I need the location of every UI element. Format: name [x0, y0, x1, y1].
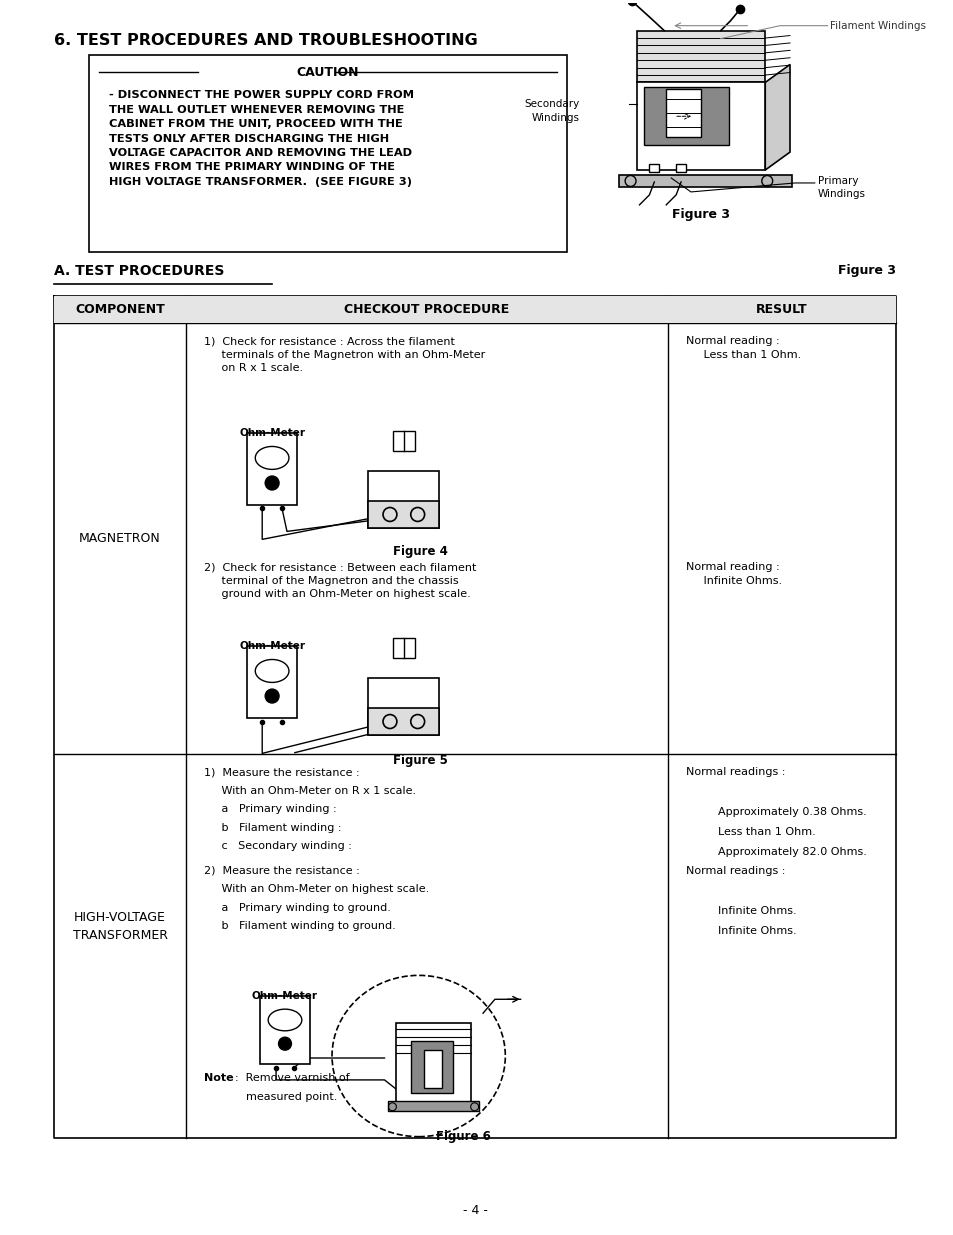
Text: 1)  Check for resistance : Across the filament
     terminals of the Magnetron w: 1) Check for resistance : Across the fil… [204, 336, 484, 373]
Text: A. TEST PROCEDURES: A. TEST PROCEDURES [54, 263, 224, 278]
Circle shape [278, 1037, 291, 1050]
Text: Note: Note [204, 1073, 233, 1083]
Text: Figure 4: Figure 4 [393, 546, 448, 558]
Bar [393, 638, 415, 658]
Text: measured point.: measured point. [204, 1092, 336, 1103]
Bar [644, 88, 728, 146]
Text: 2)  Check for resistance : Between each filament
     terminal of the Magnetron : 2) Check for resistance : Between each f… [204, 562, 476, 599]
Text: Ohm-Meter: Ohm-Meter [239, 641, 305, 651]
Bar [247, 432, 296, 505]
Bar [676, 164, 685, 172]
Ellipse shape [268, 1009, 301, 1031]
Bar [368, 471, 439, 529]
Text: Figure 5: Figure 5 [393, 755, 448, 767]
Text: c   Secondary winding :: c Secondary winding : [204, 841, 352, 851]
Bar [89, 54, 567, 252]
Bar [396, 1023, 470, 1103]
Circle shape [265, 689, 279, 703]
Bar [388, 1100, 478, 1110]
Text: Approximately 0.38 Ohms.: Approximately 0.38 Ohms. [717, 808, 865, 818]
Text: 1)  Measure the resistance :: 1) Measure the resistance : [204, 767, 359, 777]
Bar [368, 500, 439, 529]
Text: Normal reading :
     Infinite Ohms.: Normal reading : Infinite Ohms. [685, 562, 781, 585]
Text: 6. TEST PROCEDURES AND TROUBLESHOOTING: 6. TEST PROCEDURES AND TROUBLESHOOTING [54, 32, 477, 48]
Text: Less than 1 Ohm.: Less than 1 Ohm. [717, 827, 815, 837]
Text: Filament Windings: Filament Windings [829, 21, 924, 31]
Polygon shape [764, 64, 789, 170]
Text: Secondary
Windings: Secondary Windings [524, 99, 579, 122]
Text: CAUTION: CAUTION [296, 65, 359, 79]
Bar [618, 175, 791, 186]
Text: Ohm-Meter: Ohm-Meter [239, 427, 305, 438]
Bar [665, 89, 700, 137]
Text: Infinite Ohms.: Infinite Ohms. [717, 925, 796, 936]
Text: 2)  Measure the resistance :: 2) Measure the resistance : [204, 866, 359, 876]
Ellipse shape [255, 447, 289, 469]
Text: Figure 3: Figure 3 [671, 207, 729, 221]
Text: a   Primary winding :: a Primary winding : [204, 804, 336, 814]
Text: Normal reading :
     Less than 1 Ohm.: Normal reading : Less than 1 Ohm. [685, 336, 801, 359]
Text: Figure 3: Figure 3 [837, 263, 895, 277]
Text: CHECKOUT PROCEDURE: CHECKOUT PROCEDURE [344, 304, 509, 316]
Bar [368, 678, 439, 736]
Bar [247, 646, 296, 718]
Text: Infinite Ohms.: Infinite Ohms. [717, 905, 796, 915]
Text: HIGH-VOLTAGE
TRANSFORMER: HIGH-VOLTAGE TRANSFORMER [72, 910, 168, 941]
Bar [54, 296, 895, 324]
Bar [424, 1050, 441, 1088]
Text: MAGNETRON: MAGNETRON [79, 532, 161, 546]
Circle shape [265, 475, 279, 490]
Text: With an Ohm-Meter on highest scale.: With an Ohm-Meter on highest scale. [204, 884, 429, 894]
Text: COMPONENT: COMPONENT [75, 304, 165, 316]
Bar [649, 164, 659, 172]
Text: Ohm-Meter: Ohm-Meter [252, 992, 317, 1002]
Bar [393, 431, 415, 451]
Bar [636, 83, 764, 170]
Text: Primary
Windings: Primary Windings [817, 177, 864, 199]
Bar [260, 997, 310, 1065]
Text: Approximately 82.0 Ohms.: Approximately 82.0 Ohms. [717, 847, 865, 857]
Text: Normal readings :: Normal readings : [685, 767, 784, 777]
Bar [636, 31, 764, 83]
Text: With an Ohm-Meter on R x 1 scale.: With an Ohm-Meter on R x 1 scale. [204, 785, 416, 795]
Text: Figure 6: Figure 6 [436, 1130, 490, 1142]
Text: a   Primary winding to ground.: a Primary winding to ground. [204, 903, 391, 913]
Text: - DISCONNECT THE POWER SUPPLY CORD FROM
THE WALL OUTLET WHENEVER REMOVING THE
CA: - DISCONNECT THE POWER SUPPLY CORD FROM … [109, 90, 414, 186]
Bar [368, 708, 439, 736]
Text: Normal readings :: Normal readings : [685, 866, 784, 876]
Text: b   Filament winding to ground.: b Filament winding to ground. [204, 921, 395, 931]
Text: - 4 -: - 4 - [462, 1204, 487, 1218]
Text: RESULT: RESULT [756, 304, 807, 316]
Bar [411, 1041, 453, 1093]
Text: :  Remove varnish of: : Remove varnish of [228, 1073, 350, 1083]
Text: b   Filament winding :: b Filament winding : [204, 823, 341, 832]
Ellipse shape [255, 659, 289, 683]
